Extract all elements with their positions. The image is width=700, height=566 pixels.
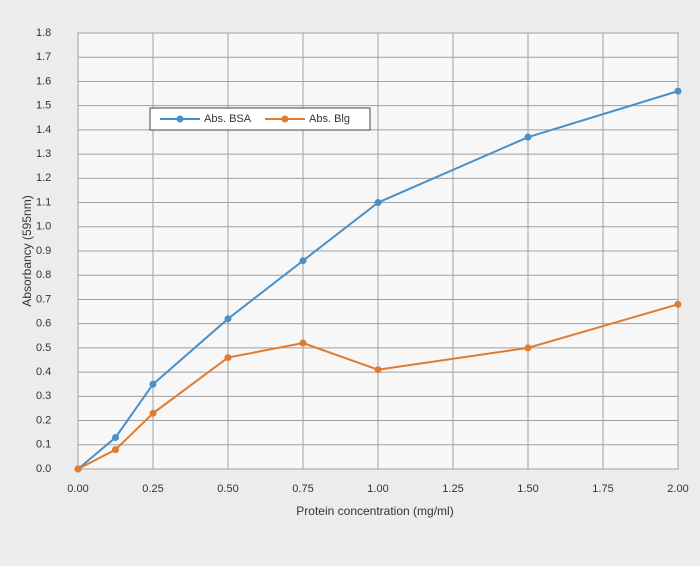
data-point	[224, 354, 232, 362]
data-point	[112, 446, 119, 454]
data-point	[674, 300, 682, 308]
y-tick-label: 1.0	[36, 221, 51, 233]
legend-label: Abs. Blg	[309, 113, 350, 125]
y-tick-label: 0.4	[36, 366, 51, 378]
y-tick-label: 1.8	[36, 27, 51, 39]
series-line	[77, 90, 679, 470]
data-point	[299, 339, 307, 347]
y-tick-label: 1.5	[36, 100, 51, 112]
y-tick-label: 1.1	[36, 196, 51, 208]
data-point	[524, 133, 532, 141]
series-line	[77, 303, 679, 470]
y-tick-label: 1.3	[36, 148, 51, 160]
x-tick-label: 0.50	[217, 483, 238, 495]
y-tick-label: 0.8	[36, 269, 51, 281]
x-tick-label: 1.25	[442, 483, 463, 495]
y-tick-label: 0.6	[36, 318, 51, 330]
data-point	[149, 380, 157, 388]
y-tick-label: 0.2	[36, 414, 51, 426]
y-tick-label: 1.4	[36, 124, 51, 136]
x-tick-label: 1.00	[367, 483, 388, 495]
data-point	[74, 465, 82, 473]
legend-box	[149, 107, 371, 131]
data-point	[374, 199, 382, 207]
x-axis-label: Protein concentration (mg/ml)	[296, 504, 453, 518]
y-tick-label: 0.9	[36, 245, 51, 257]
y-tick-label: 0.7	[36, 293, 51, 305]
legend-marker	[281, 115, 289, 123]
legend-marker	[176, 115, 184, 123]
data-point	[674, 87, 682, 95]
data-point	[224, 315, 232, 323]
x-tick-label: 0.00	[67, 483, 88, 495]
x-tick-label: 0.25	[142, 483, 163, 495]
x-tick-label: 1.50	[517, 483, 538, 495]
y-tick-label: 0.0	[36, 463, 51, 475]
data-point	[149, 409, 157, 417]
data-point	[524, 344, 532, 352]
data-point	[112, 434, 119, 442]
y-tick-label: 0.5	[36, 342, 51, 354]
x-tick-label: 0.75	[292, 483, 313, 495]
legend-label: Abs. BSA	[204, 113, 252, 125]
y-tick-label: 0.1	[36, 439, 51, 451]
y-tick-label: 0.3	[36, 390, 51, 402]
data-point	[374, 366, 382, 374]
x-tick-label: 1.75	[592, 483, 613, 495]
data-point	[299, 257, 307, 265]
y-axis-label: Absorbancy (595nm)	[20, 195, 34, 306]
y-tick-label: 1.6	[36, 75, 51, 87]
y-tick-label: 1.7	[36, 51, 51, 63]
x-tick-label: 2.00	[667, 483, 688, 495]
y-tick-label: 1.2	[36, 172, 51, 184]
